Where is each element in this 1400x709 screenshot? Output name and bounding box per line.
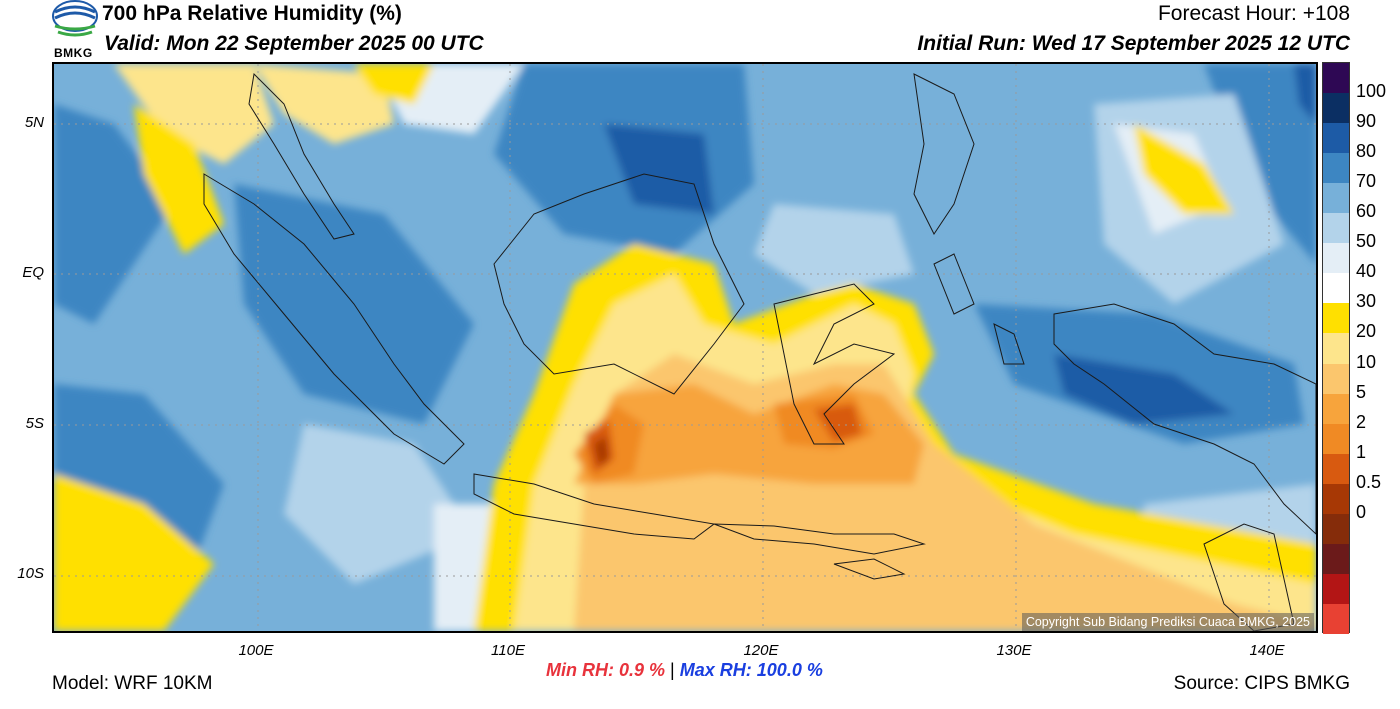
lon-label-140e: 140E (1249, 642, 1285, 659)
colorbar-tick-label: 20 (1356, 321, 1377, 342)
colorbar-segment (1323, 243, 1349, 274)
colorbar-segment (1323, 363, 1349, 395)
bmkg-logo (52, 0, 98, 37)
lon-label-110e: 110E (491, 642, 525, 659)
colorbar-segment (1323, 453, 1349, 485)
lat-label-10s: 10S (17, 565, 44, 582)
colorbar-segment (1323, 543, 1349, 575)
colorbar-tick-label: 0.5 (1356, 471, 1382, 492)
min-rh-label: Min RH: (546, 660, 614, 680)
logo-text: BMKG (54, 46, 93, 60)
colorbar-segment (1323, 153, 1349, 184)
lon-label-100e: 100E (238, 642, 274, 659)
colorbar-tick-label: 0 (1356, 501, 1367, 522)
colorbar-tick-label: 1 (1356, 441, 1367, 462)
colorbar-tick-label: 10 (1356, 351, 1377, 372)
colorbar-tick-label: 5 (1356, 381, 1367, 402)
copyright-notice: Copyright Sub Bidang Prediksi Cuaca BMKG… (1021, 613, 1314, 631)
lat-label-5s: 5S (25, 415, 44, 432)
colorbar-segment (1323, 423, 1349, 455)
colorbar-segment (1323, 123, 1349, 154)
forecast-hour: Forecast Hour: +108 (1157, 2, 1350, 25)
colorbar-tick-label: 100 (1356, 81, 1387, 102)
colorbar-segment (1323, 513, 1349, 545)
colorbar (1322, 62, 1350, 635)
colorbar-segment (1323, 303, 1349, 334)
lon-label-130e: 130E (996, 642, 1032, 659)
colorbar-tick-label: 50 (1356, 231, 1377, 252)
colorbar-tick-label: 2 (1356, 411, 1367, 432)
colorbar-tick-label: 60 (1356, 201, 1377, 222)
colorbar-tick-label: 30 (1356, 291, 1377, 312)
colorbar-segment (1323, 63, 1349, 94)
colorbar-segment (1323, 573, 1349, 605)
lon-label-120e: 120E (743, 642, 779, 659)
humidity-map (52, 62, 1318, 633)
colorbar-tick-label: 40 (1356, 261, 1377, 282)
initial-run: Initial Run: Wed 17 September 2025 12 UT… (917, 32, 1350, 55)
stats-separator: | (670, 660, 675, 680)
source-info: Source: CIPS BMKG (1173, 673, 1350, 694)
colorbar-segment (1323, 273, 1349, 304)
colorbar-segment (1323, 213, 1349, 244)
valid-time: Valid: Mon 22 September 2025 00 UTC (104, 32, 484, 55)
colorbar-segment (1323, 603, 1349, 635)
colorbar-segment (1323, 483, 1349, 515)
colorbar-tick-label: 90 (1356, 111, 1377, 132)
colorbar-segment (1323, 93, 1349, 124)
min-rh-value: 0.9 % (619, 660, 666, 680)
lat-label-eq: EQ (22, 264, 44, 281)
rh-stats: Min RH: 0.9 % | Max RH: 100.0 % (546, 660, 823, 681)
colorbar-segment (1323, 393, 1349, 425)
colorbar-tick-label: 80 (1356, 141, 1377, 162)
colorbar-segment (1323, 183, 1349, 214)
max-rh-label: Max RH: (679, 660, 752, 680)
chart-title: 700 hPa Relative Humidity (%) (102, 2, 402, 25)
lat-label-5n: 5N (24, 114, 44, 131)
max-rh-value: 100.0 % (756, 660, 823, 680)
colorbar-segment (1323, 333, 1349, 365)
model-info: Model: WRF 10KM (52, 673, 213, 694)
colorbar-tick-label: 70 (1356, 171, 1377, 192)
humidity-field (54, 64, 1316, 631)
